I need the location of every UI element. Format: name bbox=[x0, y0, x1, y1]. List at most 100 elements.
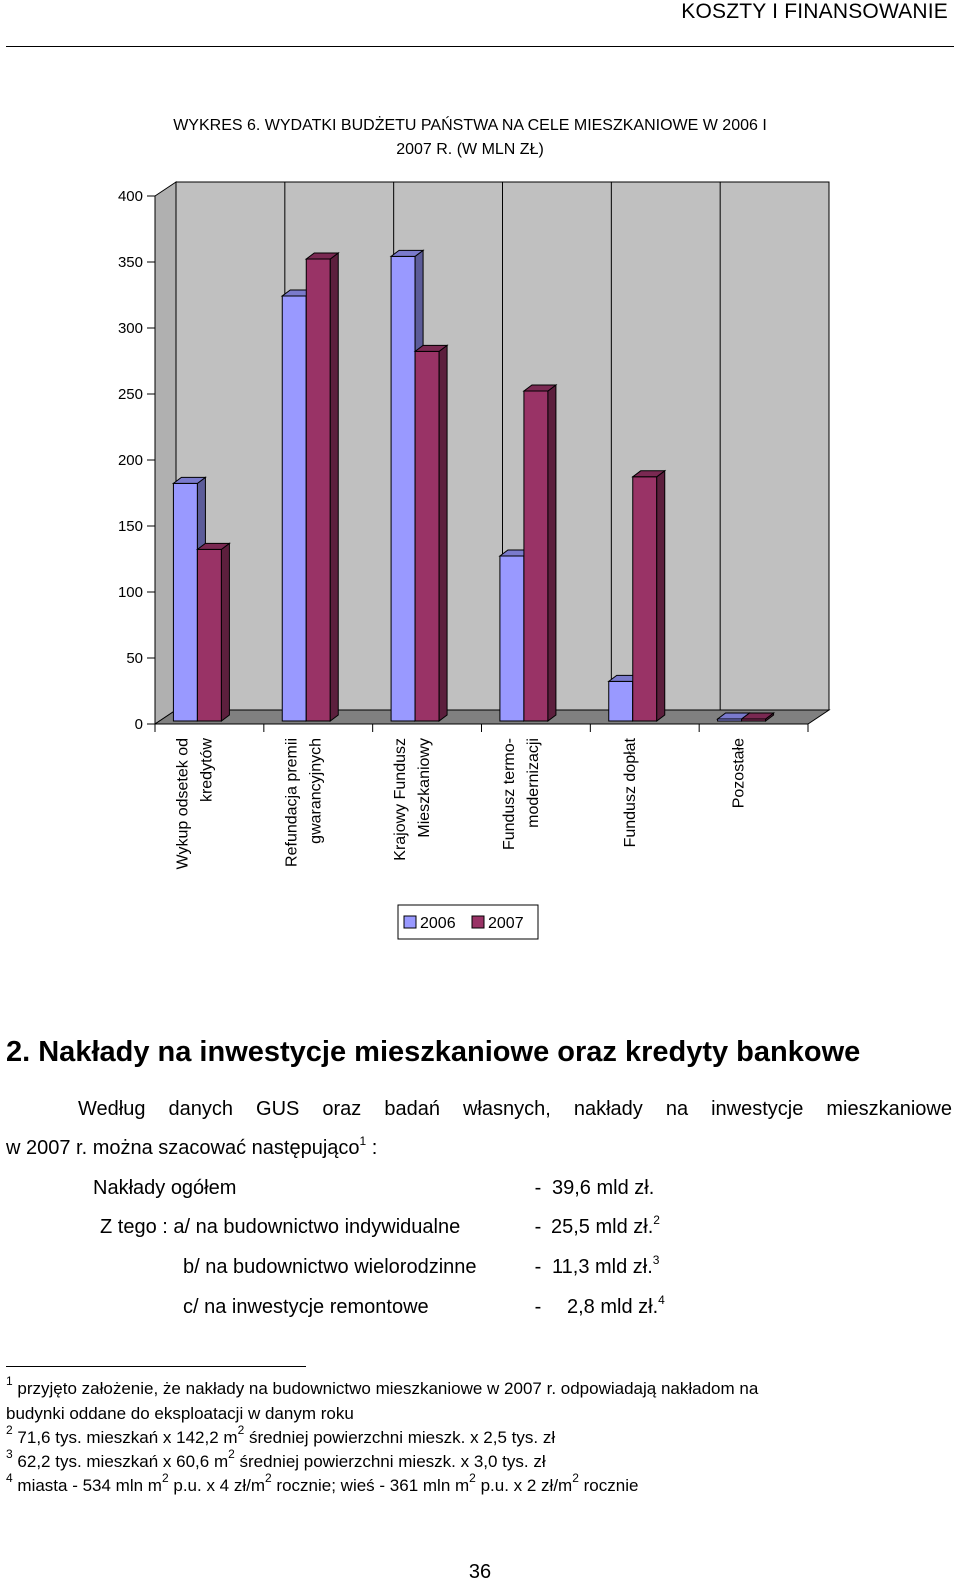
row-dash-renovation: - bbox=[534, 1296, 542, 1318]
footnote-1-line1: 1 przyjęto założenie, że nakłady na budo… bbox=[6, 1375, 759, 1399]
category-label: Pozostałe bbox=[731, 738, 748, 808]
bar-2007-3 bbox=[413, 344, 449, 722]
bar-top bbox=[304, 252, 340, 260]
bar-top bbox=[522, 384, 558, 392]
y-tick-label: 250 bbox=[118, 386, 143, 403]
footnote-text: p.u. x 4 zł/m bbox=[168, 1476, 266, 1495]
legend-label-2006: 2006 bbox=[420, 915, 456, 932]
superscript: 2 bbox=[469, 1471, 476, 1485]
category-label: kredytów bbox=[198, 738, 215, 802]
bar-front bbox=[414, 350, 440, 722]
category-label: Refundacja premii bbox=[283, 738, 300, 867]
bar-top bbox=[413, 344, 449, 352]
y-tick-label: 200 bbox=[118, 452, 143, 469]
superscript: 2 bbox=[237, 1423, 245, 1437]
bar-2007-5 bbox=[631, 469, 667, 722]
bar-front bbox=[390, 255, 416, 722]
bar-top bbox=[740, 712, 776, 720]
row-amount-renovation: 2,8 mld zł.4 bbox=[567, 1293, 665, 1319]
footnote-text: średniej powierzchni mieszk. x 2,5 tys. … bbox=[244, 1428, 556, 1447]
intro-paragraph-line2: w 2007 r. można szacować następująco1 : bbox=[6, 1134, 378, 1160]
amount-value: 2,8 mld zł. bbox=[567, 1296, 659, 1318]
row-amount-multifamily: 11,3 mld zł.3 bbox=[552, 1253, 660, 1279]
amount-value: 39,6 mld zł. bbox=[552, 1177, 655, 1199]
footnote-text: średniej powierzchni mieszk. x 3,0 tys. … bbox=[234, 1452, 546, 1471]
superscript: 2 bbox=[228, 1447, 235, 1461]
amount-value: 11,3 mld zł. bbox=[552, 1256, 653, 1278]
footnote-text: miasta - 534 mln m bbox=[12, 1476, 162, 1495]
bar-side bbox=[656, 469, 666, 722]
running-header: KOSZTY I FINANSOWANIE bbox=[681, 0, 948, 23]
bar-2006-1 bbox=[171, 476, 207, 722]
bar-side bbox=[547, 384, 557, 722]
row-label-multifamily: b/ na budownictwo wielorodzinne bbox=[183, 1256, 477, 1278]
footnote-text: rocznie bbox=[578, 1476, 639, 1495]
superscript: 2 bbox=[265, 1471, 272, 1485]
row-amount-total: 39,6 mld zł. bbox=[552, 1177, 654, 1200]
footnote-ref-3: 3 bbox=[652, 1253, 660, 1267]
footnote-ref-1: 1 bbox=[359, 1134, 367, 1148]
category-label: gwarancyjnych bbox=[307, 738, 324, 844]
legend-label-2007: 2007 bbox=[488, 915, 524, 932]
footnote-number: 4 bbox=[6, 1471, 13, 1485]
footnote-1-line2: budynki oddane do eksploatacji w danym r… bbox=[6, 1404, 354, 1423]
row-dash-multifamily: - bbox=[534, 1256, 542, 1278]
row-dash-individual: - bbox=[534, 1216, 542, 1238]
category-label: Mieszkaniowy bbox=[416, 738, 433, 838]
category-label: Wykup odsetek od bbox=[174, 738, 191, 869]
y-tick-label: 400 bbox=[118, 188, 143, 205]
legend-box bbox=[397, 904, 539, 940]
footnote-text: 71,6 tys. mieszkań x 142,2 m bbox=[12, 1428, 238, 1447]
bar-side bbox=[329, 252, 339, 722]
bar-front bbox=[499, 555, 525, 722]
footnote-number: 1 bbox=[6, 1374, 13, 1388]
section-heading: 2. Nakłady na inwestycje mieszkaniowe or… bbox=[6, 1036, 861, 1068]
amount-value: 25,5 mld zł. bbox=[551, 1216, 654, 1238]
bar-front bbox=[608, 680, 634, 722]
legend-swatch-2006 bbox=[403, 915, 417, 929]
footnote-rule bbox=[6, 1366, 306, 1367]
legend-swatch-2007 bbox=[471, 915, 485, 929]
footnote-2: 2 71,6 tys. mieszkań x 142,2 m2 średniej… bbox=[6, 1424, 556, 1448]
chart-title-line1: WYKRES 6. WYDATKI BUDŻETU PAŃSTWA NA CEL… bbox=[173, 117, 767, 134]
y-tick-label: 300 bbox=[118, 320, 143, 337]
category-label: modernizacji bbox=[525, 738, 542, 828]
bar-top bbox=[195, 542, 231, 550]
bar-front bbox=[172, 482, 198, 722]
bar-2007-1 bbox=[195, 542, 231, 722]
footnote-ref-4: 4 bbox=[658, 1293, 665, 1307]
chart-title-line2: 2007 R. (W MLN ZŁ) bbox=[396, 141, 544, 158]
bar-front bbox=[632, 476, 658, 722]
footnote-4: 4 miasta - 534 mln m2 p.u. x 4 zł/m2 roc… bbox=[6, 1472, 639, 1496]
superscript: 2 bbox=[572, 1471, 579, 1485]
bar-2007-4 bbox=[522, 384, 558, 722]
chart-title: WYKRES 6. WYDATKI BUDŻETU PAŃSTWA NA CEL… bbox=[100, 114, 840, 162]
y-tick-label: 50 bbox=[126, 650, 143, 667]
row-amount-individual: 25,5 mld zł.2 bbox=[551, 1214, 660, 1239]
footnote-text: 62,2 tys. mieszkań x 60,6 m bbox=[12, 1452, 229, 1471]
bar-front bbox=[305, 258, 331, 722]
y-tick-label: 350 bbox=[118, 254, 143, 271]
footnote-number: 3 bbox=[6, 1447, 13, 1461]
category-label: Krajowy Fundusz bbox=[392, 738, 409, 861]
bar-side bbox=[438, 344, 448, 722]
row-label-renovation: c/ na inwestycje remontowe bbox=[183, 1296, 429, 1318]
y-tick-label: 150 bbox=[118, 518, 143, 535]
bar-top bbox=[171, 476, 207, 484]
row-label-total: Nakłady ogółem bbox=[93, 1177, 237, 1199]
intro-colon: : bbox=[366, 1137, 378, 1159]
category-label: Fundusz dopłat bbox=[622, 737, 639, 847]
bar-front bbox=[196, 548, 222, 722]
bar-front bbox=[281, 295, 307, 722]
bar-top bbox=[631, 470, 667, 478]
footnote-text: przyjęto założenie, że nakłady na budown… bbox=[12, 1379, 759, 1398]
category-label: Fundusz termo- bbox=[501, 738, 518, 850]
page-number: 36 bbox=[468, 1561, 492, 1583]
intro-text: w 2007 r. można szacować następująco bbox=[6, 1137, 360, 1159]
bar-top bbox=[389, 249, 425, 257]
y-tick-label: 0 bbox=[135, 716, 143, 733]
footnote-number: 2 bbox=[6, 1423, 13, 1437]
row-dash-total: - bbox=[534, 1177, 542, 1199]
y-tick-label: 100 bbox=[118, 584, 143, 601]
bar-side bbox=[220, 542, 230, 722]
